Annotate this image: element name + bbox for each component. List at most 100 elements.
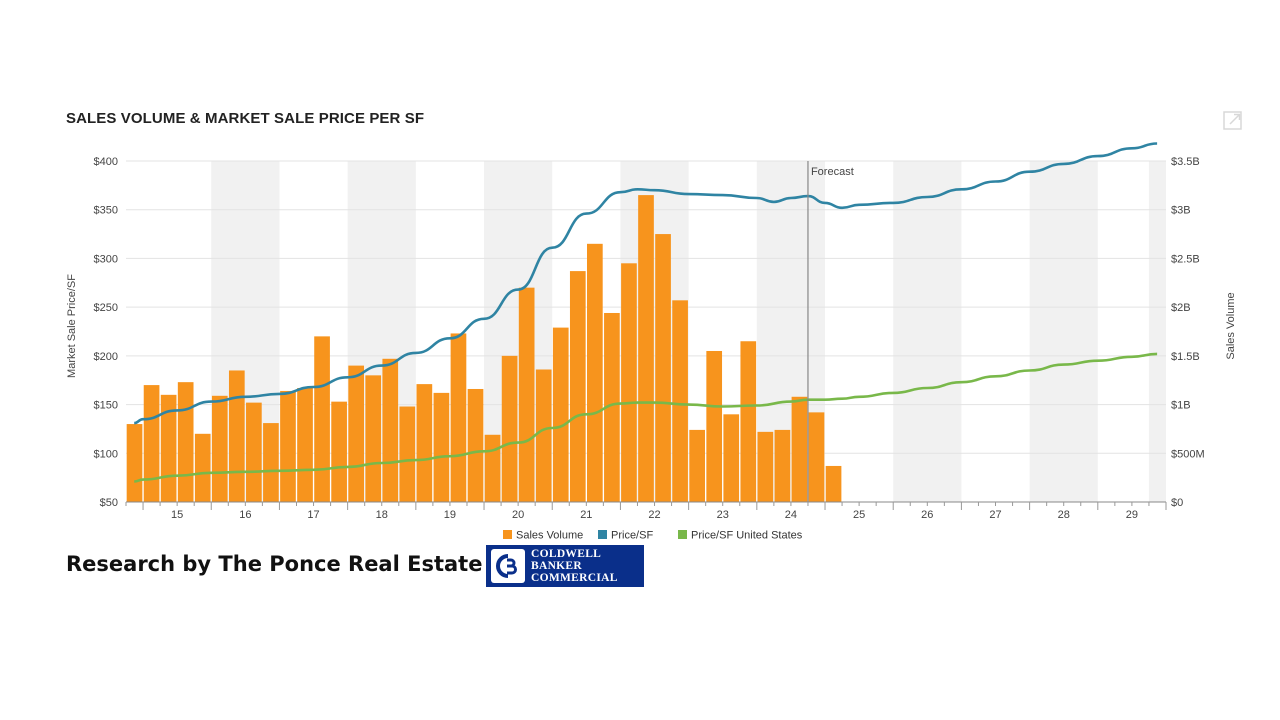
x-tick-label-21: 21 — [580, 509, 592, 521]
legend: Sales Volume Price/SF Price/SF United Stat… — [503, 530, 803, 542]
expand-icon[interactable] — [1222, 110, 1244, 132]
logo-line-1: COLDWELL — [531, 548, 602, 560]
legend-label-1: Price/SF — [611, 530, 653, 542]
line-price-sf-us — [134, 352, 1158, 483]
x-tick-label-27: 27 — [989, 509, 1001, 521]
x-tick-label-23: 23 — [717, 509, 729, 521]
bar-2017Q1 — [280, 390, 296, 502]
logo-text: COLDWELL BANKER COMMERCIAL — [531, 548, 618, 584]
bar-2018Q3 — [382, 358, 399, 502]
bar-2020Q3 — [518, 287, 535, 502]
bar-2019Q2 — [433, 392, 450, 502]
bar-2021Q2 — [569, 271, 586, 502]
cb-logo-mark-icon — [491, 549, 525, 583]
forecast-marker: Forecast — [807, 161, 854, 502]
x-tick-label-18: 18 — [376, 509, 388, 521]
bar-2017Q2 — [297, 388, 313, 502]
right-tick-label: $3.5B — [1171, 156, 1200, 168]
bar-2016Q4 — [263, 423, 279, 502]
bar-2016Q1 — [211, 395, 228, 502]
left-tick-label: $400 — [94, 156, 118, 168]
bar-2018Q4 — [399, 406, 416, 502]
bar-2021Q1 — [552, 327, 569, 502]
bar-2024Q2 — [774, 429, 791, 502]
bar-2020Q2 — [501, 355, 518, 502]
left-axis-title: Market Sale Price/SF — [66, 274, 78, 378]
bar-2020Q4 — [535, 369, 552, 502]
x-tick-label-20: 20 — [512, 509, 524, 521]
left-axis-ticks: $50 $100 $150 $200 $250 $300 $350 $400 — [94, 156, 118, 509]
legend-swatch-0 — [503, 530, 512, 539]
x-tick-label-26: 26 — [921, 509, 933, 521]
year-band-28 — [1029, 161, 1098, 502]
left-tick-label: $300 — [94, 253, 118, 265]
bar-2017Q4 — [331, 401, 347, 502]
bar-2024Q3 — [791, 396, 808, 502]
x-tick-label-29: 29 — [1126, 509, 1138, 521]
coldwell-banker-logo: COLDWELL BANKER COMMERCIAL — [486, 545, 644, 587]
bar-2021Q3 — [587, 243, 603, 503]
bar-2015Q4 — [194, 433, 211, 502]
legend-label-2: Price/SF United States — [691, 530, 803, 542]
year-band-26 — [893, 161, 962, 502]
right-tick-label: $2.5B — [1171, 253, 1200, 265]
price-lines — [134, 142, 1158, 483]
chart-title: SALES VOLUME & MARKET SALE PRICE PER SF — [66, 110, 425, 127]
left-tick-label: $100 — [94, 448, 118, 460]
x-tick-label-24: 24 — [785, 509, 797, 521]
right-axis-ticks: $0 $500M $1B $1.5B $2B $2.5B $3B $3.5B — [1171, 156, 1205, 509]
left-tick-label: $50 — [100, 497, 118, 509]
left-tick-label: $250 — [94, 302, 118, 314]
bar-2022Q2 — [638, 195, 654, 502]
x-tick-label-17: 17 — [307, 509, 319, 521]
x-tick-label-15: 15 — [171, 509, 183, 521]
x-tick-label-25: 25 — [853, 509, 865, 521]
bar-2024Q1 — [757, 431, 774, 502]
right-tick-label: $1.5B — [1171, 351, 1200, 363]
right-tick-label: $3B — [1171, 205, 1191, 217]
logo-line-2: BANKER — [531, 560, 583, 572]
bar-2025Q1 — [825, 465, 842, 502]
left-tick-label: $350 — [94, 205, 118, 217]
year-band-30 — [1148, 161, 1166, 502]
x-tick-label-19: 19 — [444, 509, 456, 521]
bar-2022Q4 — [672, 300, 688, 502]
bar-2017Q3 — [314, 336, 330, 502]
bar-2016Q3 — [246, 402, 262, 502]
bar-2021Q4 — [604, 312, 620, 502]
bar-2023Q2 — [706, 350, 723, 502]
bar-2024Q4 — [808, 412, 825, 502]
logo-line-3: COMMERCIAL — [531, 572, 618, 584]
bar-2015Q3 — [177, 382, 194, 502]
research-credit: Research by The Ponce Real Estate Group — [66, 552, 562, 576]
right-tick-label: $0 — [1171, 497, 1183, 509]
bar-2016Q2 — [228, 370, 245, 502]
bar-2023Q3 — [723, 414, 740, 502]
legend-label-0: Sales Volume — [516, 530, 583, 542]
bar-2022Q3 — [655, 234, 671, 503]
x-tick-label-16: 16 — [239, 509, 251, 521]
x-axis-ticks: 15 16 17 18 19 20 21 22 23 24 25 26 27 28 29 — [171, 509, 1138, 521]
left-tick-label: $200 — [94, 351, 118, 363]
bar-2023Q1 — [689, 429, 705, 502]
left-tick-label: $150 — [94, 400, 118, 412]
bar-2018Q1 — [348, 365, 365, 502]
bar-2019Q4 — [467, 388, 484, 502]
right-tick-label: $1B — [1171, 400, 1191, 412]
bar-2019Q1 — [416, 384, 433, 502]
bar-2022Q1 — [621, 263, 637, 502]
bar-2019Q3 — [450, 333, 467, 502]
forecast-label: Forecast — [811, 166, 854, 178]
bar-2018Q2 — [365, 375, 382, 502]
line-price-sf — [134, 142, 1158, 425]
right-tick-label: $2B — [1171, 302, 1191, 314]
bar-2020Q1 — [484, 434, 501, 502]
sales-volume-bars — [126, 195, 842, 503]
legend-swatch-1 — [598, 530, 607, 539]
bar-2014Q4 — [126, 424, 143, 502]
right-axis-title: Sales Volume — [1225, 292, 1237, 359]
right-tick-label: $500M — [1171, 448, 1205, 460]
axes — [125, 501, 1167, 510]
bar-2023Q4 — [740, 341, 757, 502]
